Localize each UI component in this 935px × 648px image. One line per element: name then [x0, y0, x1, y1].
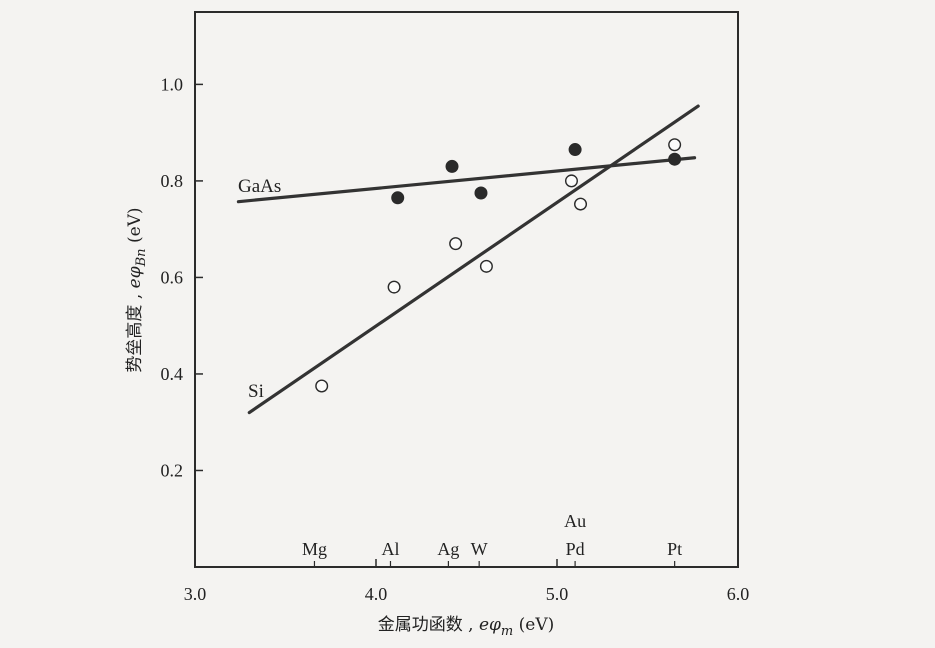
point-si — [574, 197, 588, 211]
metal-label-al: Al — [381, 539, 399, 559]
fit-line-si — [247, 104, 700, 415]
fit-line-gaas — [236, 156, 697, 204]
point-si — [387, 280, 401, 294]
point-si — [315, 379, 329, 393]
point-gaas — [668, 152, 682, 166]
y-axis-title: 势垒高度 , eφBn (eV) — [125, 207, 149, 372]
data-points — [315, 138, 682, 393]
axis-ticks: 3.0 4.0 5.0 6.0 0.2 0.4 0.6 0.8 1.0 — [161, 74, 750, 604]
x-tick-label: 5.0 — [546, 584, 569, 604]
y-tick-label: 0.8 — [161, 171, 184, 191]
point-gaas — [568, 143, 582, 157]
point-gaas — [445, 159, 459, 173]
metal-labels: Mg Al Ag W Au Pd Pt — [302, 511, 682, 567]
y-tick-label: 1.0 — [161, 74, 184, 94]
metal-label-pd: Pd — [566, 539, 585, 559]
point-si — [668, 138, 682, 152]
metal-label-ag: Ag — [437, 539, 459, 559]
x-axis-title: 金属功函数 , eφm (eV) — [378, 615, 555, 639]
metal-label-pt: Pt — [667, 539, 682, 559]
metal-label-w: W — [471, 539, 488, 559]
series-label-si: Si — [248, 381, 264, 402]
metal-label-mg: Mg — [302, 539, 327, 559]
x-tick-label: 4.0 — [365, 584, 388, 604]
x-tick-label: 3.0 — [184, 584, 207, 604]
point-si — [479, 259, 493, 273]
point-gaas — [391, 191, 405, 205]
point-si — [564, 174, 578, 188]
y-tick-label: 0.2 — [161, 460, 184, 480]
metal-label-au: Au — [564, 511, 586, 531]
x-tick-label: 6.0 — [727, 584, 750, 604]
point-si — [449, 237, 463, 251]
y-tick-label: 0.6 — [161, 267, 184, 287]
point-gaas — [474, 186, 488, 200]
series-label-gaas: GaAs — [238, 176, 281, 197]
fit-lines — [236, 104, 700, 415]
y-tick-label: 0.4 — [161, 364, 184, 384]
plot-frame — [194, 11, 739, 568]
